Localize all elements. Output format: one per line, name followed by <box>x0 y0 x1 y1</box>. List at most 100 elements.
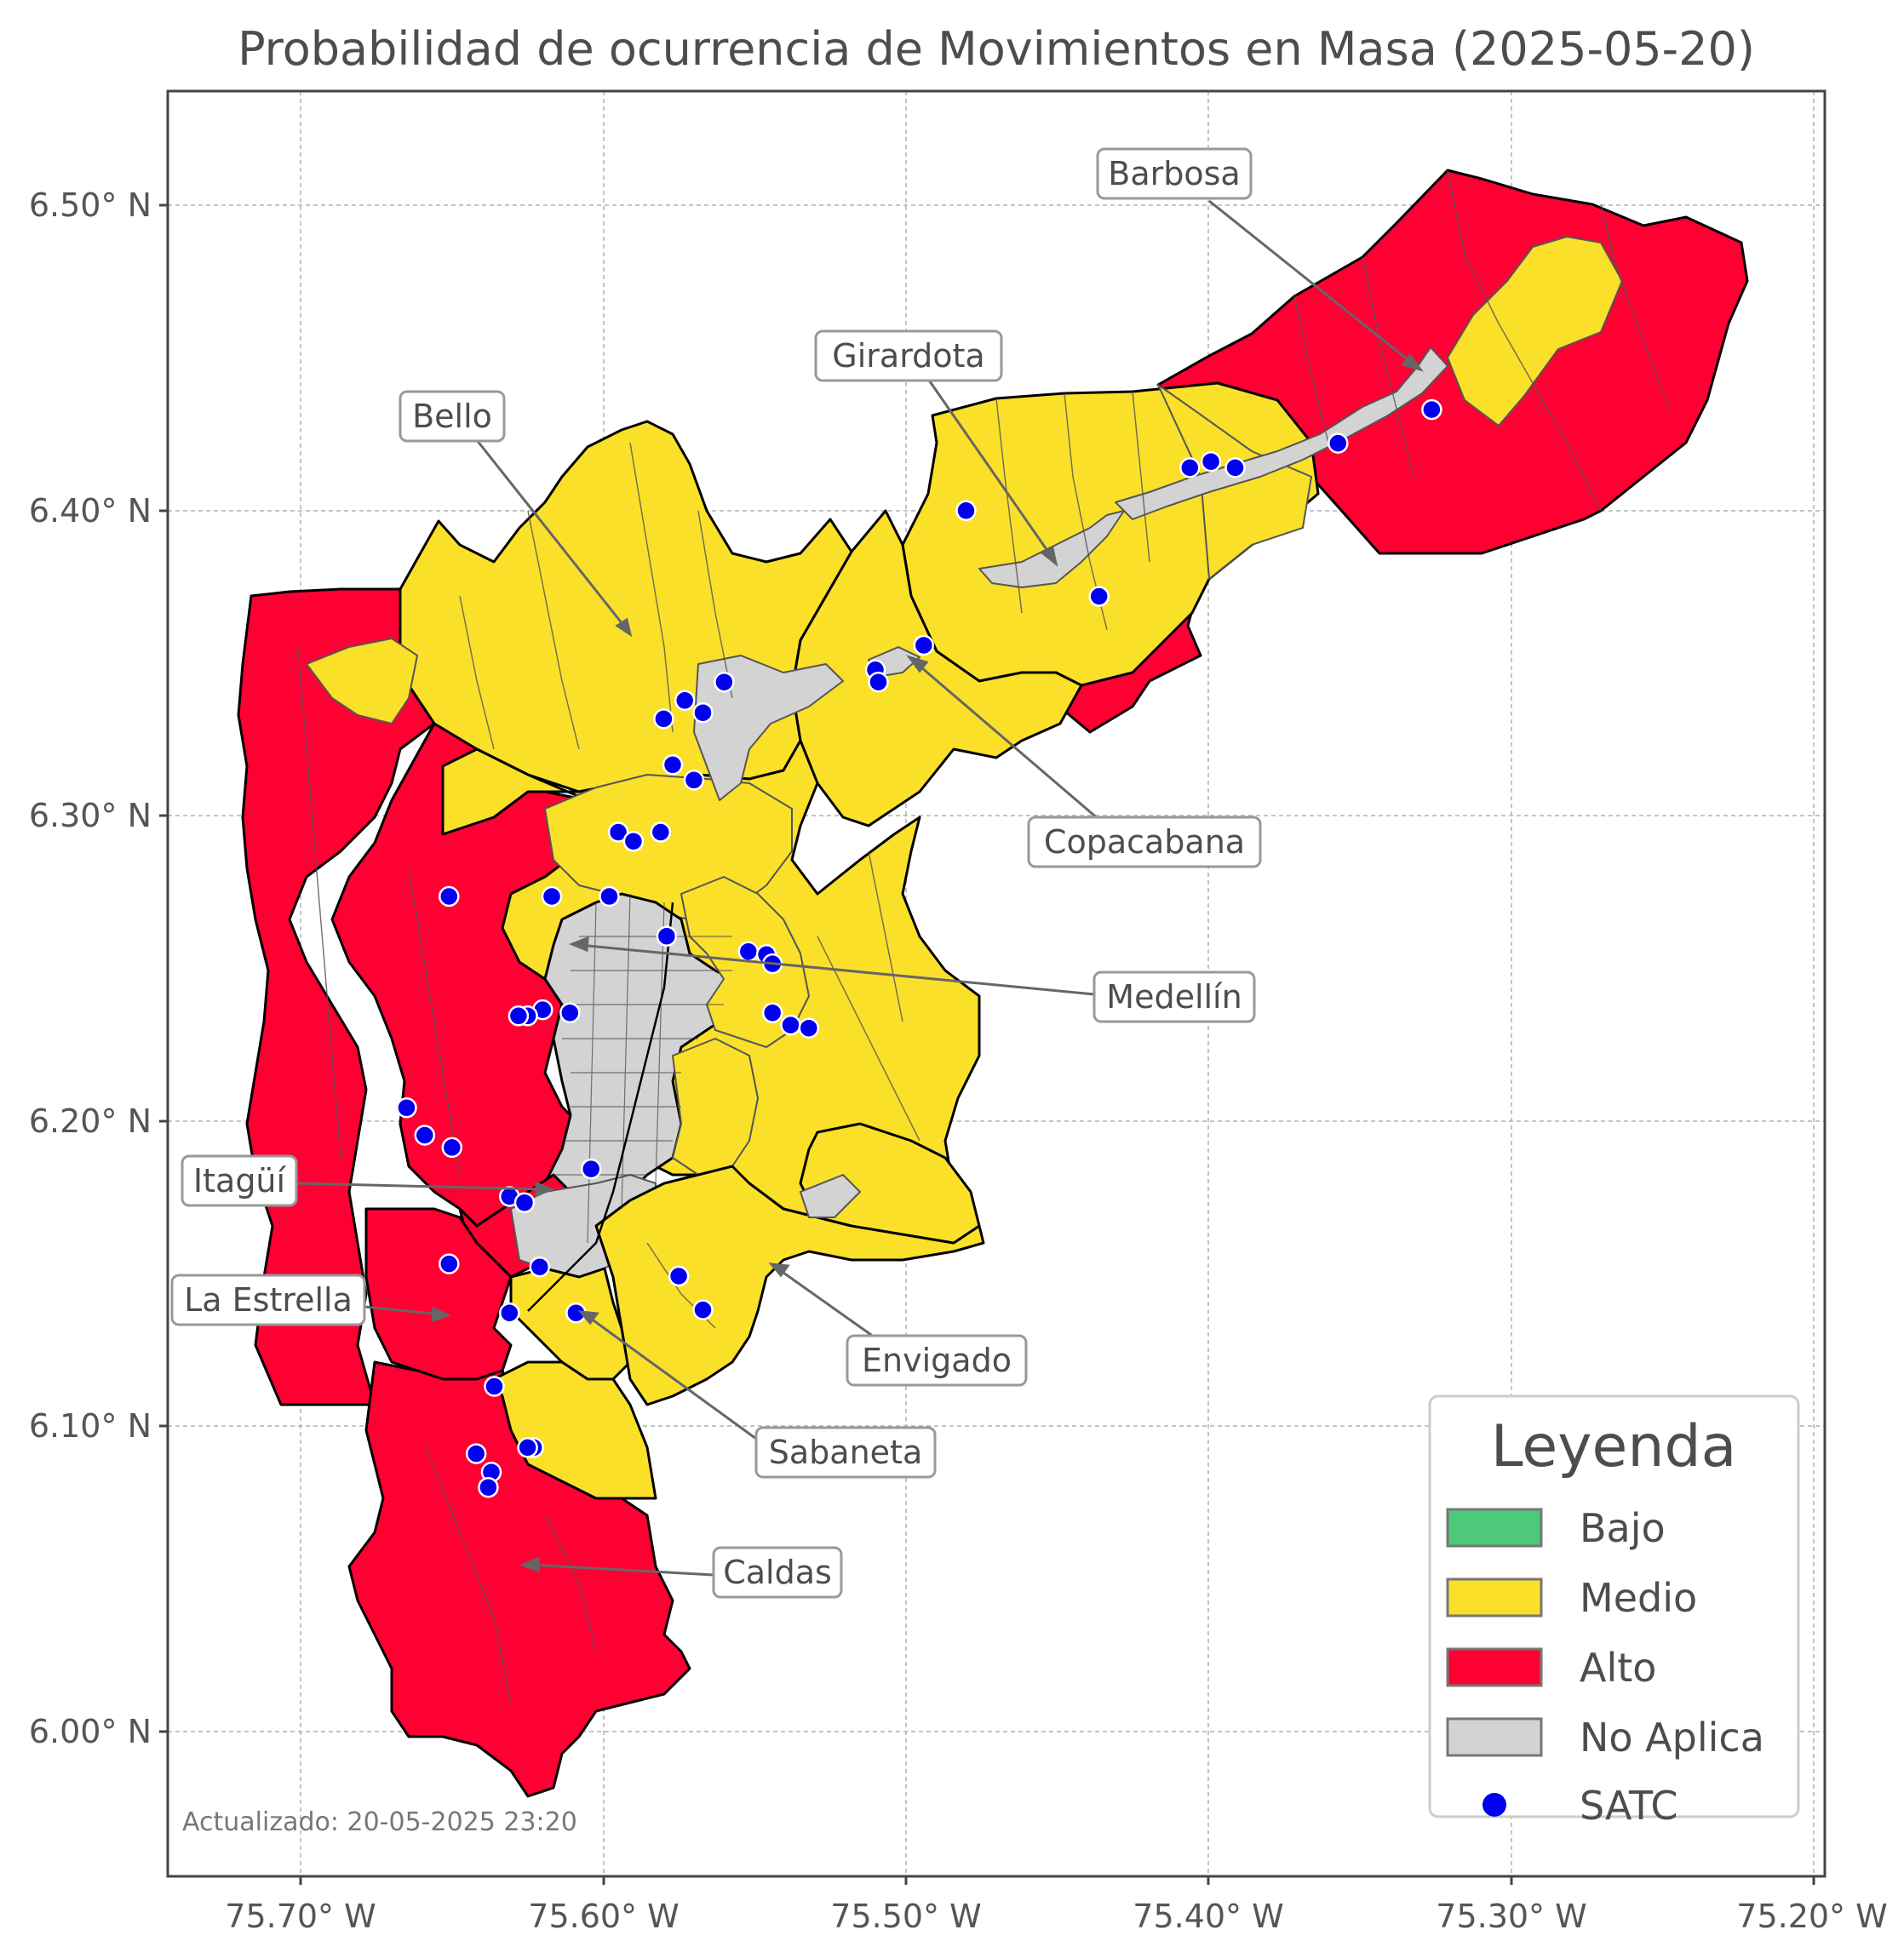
satc-station-point <box>513 1192 536 1213</box>
x-tick-label: 75.40° W <box>1133 1898 1283 1935</box>
region-envigado-east <box>799 1122 981 1245</box>
label-medellin-text: Medellín <box>1106 978 1242 1016</box>
satc-station-point <box>1088 586 1110 607</box>
label-caldas-text: Caldas <box>723 1554 832 1591</box>
satc-station-point <box>439 885 460 908</box>
annotation-arrows <box>295 199 1424 1577</box>
legend-box <box>1428 1394 1800 1818</box>
satc-station-point <box>599 885 620 908</box>
satc-station-point <box>1421 398 1442 421</box>
y-tick-labels: 6.50° N 6.40° N 6.30° N 6.20° N 6.10° N … <box>29 186 152 1750</box>
label-envigado-text: Envigado <box>862 1342 1012 1379</box>
label-sabaneta-text: Sabaneta <box>769 1434 922 1471</box>
municipality-labels: Barbosa Girardota Bello Copacabana Medel… <box>170 147 1262 1599</box>
plot-frame <box>166 89 1827 1878</box>
satc-station-point <box>780 1014 801 1036</box>
river-lines <box>527 902 674 1312</box>
satc-stations <box>396 398 1442 1498</box>
satc-station-point <box>692 701 714 724</box>
legend-swatch-bajo <box>1446 1508 1543 1548</box>
map-title: Probabilidad de ocurrencia de Movimiento… <box>238 22 1755 76</box>
updated-footer: Actualizado: 20-05-2025 23:20 <box>182 1807 577 1837</box>
legend-swatch-medio <box>1446 1577 1543 1618</box>
legend-swatch-no-aplica <box>1446 1717 1543 1757</box>
satc-station-point <box>714 671 735 693</box>
legend-title: Leyenda <box>1491 1413 1737 1480</box>
satc-station-point <box>674 690 696 712</box>
satc-station-point <box>441 1137 463 1159</box>
satc-station-point <box>529 1256 551 1278</box>
region-west-medio <box>306 638 418 724</box>
satc-station-point <box>955 500 977 522</box>
satc-station-point <box>580 1158 602 1180</box>
region-barbosa-medio <box>1447 236 1623 427</box>
label-girardota-text: Girardota <box>832 337 984 375</box>
satc-station-point <box>683 770 705 791</box>
label-itagui-text: Itagüí <box>193 1162 287 1200</box>
legend-symbol-satc <box>1482 1793 1506 1817</box>
satc-station-point <box>798 1017 820 1039</box>
label-medellin: Medellín <box>1093 970 1256 1023</box>
satc-station-point <box>439 1253 460 1274</box>
y-tick-label: 6.30° N <box>29 797 152 834</box>
satc-station-point <box>656 925 678 947</box>
label-bello: Bello <box>399 390 506 443</box>
label-envigado: Envigado <box>846 1334 1028 1387</box>
region-copacabana <box>790 509 1083 827</box>
satc-station-point <box>607 822 629 843</box>
satc-station-point <box>508 1005 530 1027</box>
label-itagui: Itagüí <box>181 1154 298 1207</box>
region-medellin-south-east <box>672 1038 759 1176</box>
legend-label-no-aplica: No Aplica <box>1580 1715 1764 1761</box>
y-tick-label: 6.10° N <box>29 1407 152 1445</box>
label-girardota: Girardota <box>814 329 1003 382</box>
label-la-estrella-text: La Estrella <box>184 1281 353 1319</box>
satc-station-point <box>1179 457 1201 478</box>
satc-station-point <box>465 1443 487 1464</box>
satc-station-point <box>414 1125 436 1146</box>
region-sabaneta <box>509 1267 632 1381</box>
region-caldas-medio <box>492 1360 657 1500</box>
satc-station-point <box>499 1302 520 1324</box>
x-tick-label: 75.20° W <box>1736 1898 1887 1935</box>
legend-label-satc: SATC <box>1580 1783 1677 1829</box>
legend-label-bajo: Bajo <box>1580 1505 1666 1551</box>
x-tick-label: 75.70° W <box>225 1898 376 1935</box>
label-bello-text: Bello <box>412 398 492 435</box>
satc-station-point <box>517 1437 538 1458</box>
y-tick-label: 6.50° N <box>29 186 152 224</box>
satc-station-point <box>1328 432 1349 454</box>
satc-station-point <box>478 1476 499 1498</box>
y-tick-label: 6.20° N <box>29 1102 152 1140</box>
label-copacabana-text: Copacabana <box>1044 823 1245 861</box>
satc-station-point <box>737 941 760 962</box>
satc-station-point <box>761 1002 783 1023</box>
legend-label-alto: Alto <box>1580 1645 1656 1691</box>
internal-boundaries <box>297 169 1670 1703</box>
y-tick-label: 6.40° N <box>29 492 152 530</box>
x-tick-label: 75.30° W <box>1436 1898 1586 1935</box>
satc-station-point <box>559 1002 581 1023</box>
satc-station-point <box>484 1376 505 1397</box>
satc-station-point <box>622 830 645 852</box>
x-tick-labels: 75.70° W 75.60° W 75.50° W 75.40° W 75.3… <box>225 1898 1887 1935</box>
satc-station-point <box>1200 450 1222 472</box>
label-sabaneta: Sabaneta <box>754 1426 937 1479</box>
satc-station-point <box>668 1265 690 1287</box>
region-envigado-nap <box>800 1174 861 1218</box>
label-barbosa-text: Barbosa <box>1108 155 1240 192</box>
label-barbosa: Barbosa <box>1096 147 1253 200</box>
label-la-estrella: La Estrella <box>170 1274 366 1326</box>
x-tick-label: 75.60° W <box>528 1898 679 1935</box>
region-la-estrella <box>364 1207 513 1381</box>
satc-station-point <box>653 708 674 730</box>
satc-station-point <box>396 1096 417 1119</box>
x-tick-label: 75.50° W <box>830 1898 981 1935</box>
satc-station-point <box>1224 457 1246 478</box>
satc-station-point <box>913 634 935 656</box>
y-tick-label: 6.00° N <box>29 1713 152 1750</box>
satc-station-point <box>868 671 889 693</box>
satc-station-point <box>650 822 672 843</box>
